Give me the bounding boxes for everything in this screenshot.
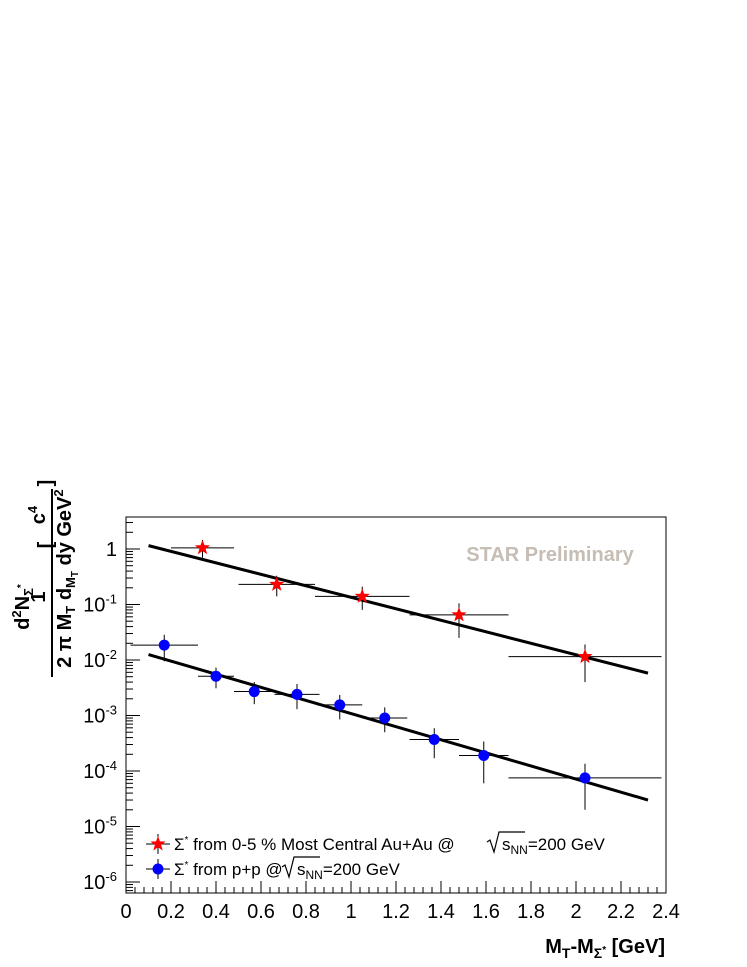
svg-text:Σ* from p+p @: Σ* from p+p @ (174, 860, 283, 879)
x-tick-label: 0.2 (157, 901, 185, 923)
svg-text:GeV2: GeV2 (51, 489, 76, 536)
data-point-circle (291, 688, 303, 700)
svg-text:d2NΣ*: d2NΣ* (9, 584, 36, 630)
y-tick-label: 10-2 (83, 647, 117, 672)
svg-text:[: [ (35, 541, 57, 548)
data-series (130, 539, 662, 810)
sqrt-sign-icon (281, 856, 320, 880)
x-tick-label: 2.4 (652, 901, 680, 923)
x-tick-label: 2.2 (607, 901, 635, 923)
x-tick-label: 0.8 (292, 901, 320, 923)
svg-text:Σ* from 0-5 % Most Central Au+: Σ* from 0-5 % Most Central Au+Au @ (174, 835, 455, 854)
svg-text:c4: c4 (25, 505, 50, 524)
legend-star-icon (150, 836, 166, 851)
legend-entry-pp: Σ* from p+p @ sNN=200 GeV (146, 856, 401, 882)
svg-text:]: ] (35, 480, 57, 487)
x-tick-label: 1 (345, 901, 356, 923)
y-tick-label: 10-1 (83, 592, 117, 617)
svg-text:2 π MT dMT dy: 2 π MT dMT dy (54, 541, 81, 668)
svg-text:sNN=200 GeV: sNN=200 GeV (502, 835, 606, 857)
x-tick-label: 2 (570, 901, 581, 923)
legend-circle-icon (152, 863, 164, 875)
svg-text:sNN=200 GeV: sNN=200 GeV (297, 860, 401, 882)
svg-text:1: 1 (28, 591, 50, 602)
data-point-circle (478, 750, 490, 762)
x-tick-label: 0.6 (247, 901, 275, 923)
data-point-star (577, 648, 593, 664)
y-tick-label: 10-4 (83, 758, 117, 783)
y-axis-title: 1 2 π MT dMT dy d2NΣ* [ c4 GeV2 ] (9, 480, 81, 677)
x-tick-label: 1.4 (427, 901, 455, 923)
data-point-star (269, 576, 285, 591)
sqrt-sign-icon (486, 831, 525, 855)
fit-lines (148, 544, 649, 802)
data-point-circle (248, 686, 260, 698)
y-tick-label: 10-5 (83, 814, 117, 839)
fit-line-pp (148, 653, 649, 802)
data-point-star (354, 588, 370, 603)
x-tick-label: 0.4 (202, 901, 230, 923)
data-point-circle (334, 699, 346, 711)
fit-line-auau (148, 544, 649, 675)
x-tick-label: 0 (120, 901, 131, 923)
y-tick-label: 10-6 (83, 869, 117, 894)
legend: Σ* from 0-5 % Most Central Au+Au @ sNN=2… (146, 831, 606, 882)
watermark: STAR Preliminary (466, 544, 634, 566)
data-point-circle (379, 712, 391, 724)
y-tick-label: 10-3 (83, 703, 117, 728)
x-tick-label: 1.6 (472, 901, 500, 923)
x-axis-title: MT-MΣ* [GeV] (545, 936, 665, 961)
series-auau (171, 539, 662, 683)
data-point-star (194, 539, 211, 555)
data-point-star (451, 606, 467, 622)
x-tick-label: 1.8 (517, 901, 545, 923)
data-point-circle (579, 772, 591, 784)
y-tick-label: 1 (106, 539, 117, 561)
series-pp (130, 634, 662, 810)
x-tick-label: 1.2 (382, 901, 410, 923)
axes: 0 0.2 0.4 0.6 0.8 1 1.2 1.4 1.6 1.8 2 2.2 2.4 1 10-1 10… (83, 522, 680, 923)
data-point-circle (158, 639, 170, 651)
legend-entry-auau: Σ* from 0-5 % Most Central Au+Au @ sNN=2… (146, 831, 606, 857)
data-point-circle (428, 733, 440, 745)
data-point-circle (210, 670, 222, 682)
